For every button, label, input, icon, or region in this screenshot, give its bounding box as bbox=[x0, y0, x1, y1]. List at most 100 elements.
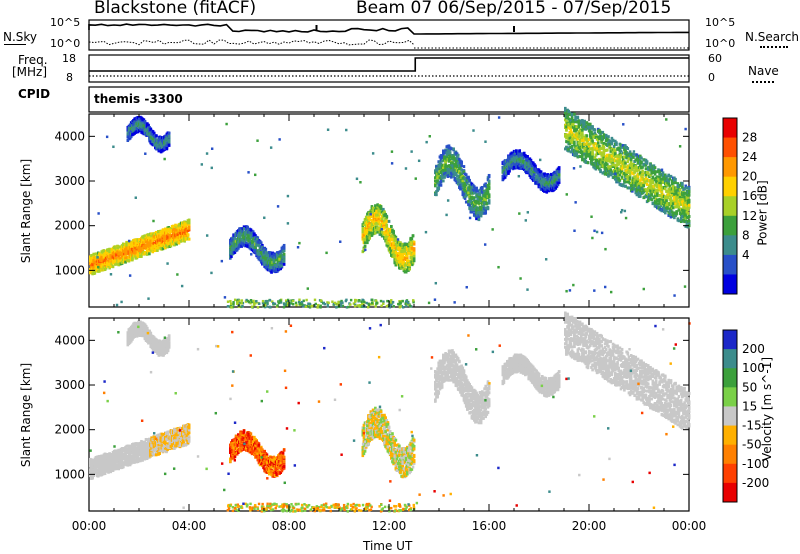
power-cell bbox=[478, 192, 482, 196]
power-cell bbox=[372, 206, 376, 210]
power-cell bbox=[589, 155, 592, 159]
nsky-line bbox=[88, 23, 689, 35]
power-cell bbox=[564, 133, 567, 137]
power-cell bbox=[237, 246, 240, 250]
power-cell bbox=[361, 229, 365, 233]
power-cell bbox=[149, 128, 153, 132]
power-cell bbox=[386, 244, 390, 248]
power-cell bbox=[573, 112, 576, 116]
power-cell bbox=[231, 249, 234, 253]
power-cell bbox=[166, 237, 169, 241]
power-cell bbox=[116, 248, 119, 252]
power-cell bbox=[593, 128, 597, 132]
power-cell bbox=[282, 259, 286, 263]
power-cell bbox=[567, 109, 571, 113]
power-cell bbox=[543, 189, 546, 193]
power-cell bbox=[600, 146, 603, 150]
power-cell bbox=[367, 216, 370, 220]
power-cell bbox=[454, 163, 458, 167]
power-cell bbox=[380, 219, 384, 223]
power-cell bbox=[484, 182, 488, 186]
power-cell bbox=[487, 182, 491, 186]
power-cell bbox=[174, 223, 177, 227]
power-cell bbox=[379, 206, 383, 210]
power-cell bbox=[374, 228, 377, 232]
power-cell bbox=[555, 184, 559, 188]
power-cell bbox=[467, 191, 470, 195]
power-cell bbox=[479, 196, 483, 200]
power-cell bbox=[557, 173, 561, 177]
power-cell bbox=[486, 206, 490, 210]
power-cell bbox=[567, 122, 571, 126]
power-cell bbox=[507, 171, 510, 175]
power-cell bbox=[363, 241, 367, 245]
power-cell bbox=[487, 174, 491, 178]
power-cell bbox=[102, 260, 106, 264]
power-cell bbox=[364, 215, 368, 219]
nsky-trace bbox=[88, 23, 689, 49]
power-cell bbox=[442, 149, 445, 153]
power-cell bbox=[534, 167, 537, 171]
power-cell bbox=[583, 149, 586, 153]
power-cell bbox=[570, 146, 574, 150]
power-cell bbox=[380, 234, 384, 238]
power-cell bbox=[160, 231, 164, 235]
power-cell bbox=[594, 135, 598, 139]
power-cell bbox=[583, 120, 586, 124]
power-cell bbox=[531, 175, 535, 179]
power-cell bbox=[448, 151, 452, 155]
power-cell bbox=[380, 230, 384, 234]
power-cell bbox=[599, 132, 602, 136]
power-cell bbox=[565, 136, 568, 140]
freq-trace bbox=[89, 57, 689, 77]
power-cell bbox=[575, 128, 578, 132]
power-cell bbox=[362, 233, 366, 237]
power-cell bbox=[582, 145, 585, 149]
power-cell bbox=[487, 180, 491, 184]
power-cell bbox=[233, 250, 237, 254]
power-cell bbox=[187, 237, 191, 241]
power-cell bbox=[578, 155, 582, 159]
power-cell bbox=[582, 135, 585, 139]
power-cell bbox=[599, 170, 602, 174]
power-cell bbox=[606, 148, 609, 152]
power-cell bbox=[410, 237, 414, 241]
power-cell bbox=[395, 252, 399, 256]
power-cell bbox=[445, 151, 449, 155]
power-cell bbox=[554, 170, 558, 174]
power-cell bbox=[380, 217, 384, 221]
power-cell bbox=[254, 234, 257, 238]
power-cell bbox=[387, 232, 391, 236]
power-cell bbox=[154, 136, 157, 140]
power-cell bbox=[149, 239, 152, 243]
power-cell bbox=[100, 259, 103, 263]
power-cell bbox=[470, 210, 474, 214]
freq-panel-frame bbox=[88, 54, 690, 83]
power-cell bbox=[455, 174, 459, 178]
power-cell bbox=[583, 121, 586, 125]
power-cell bbox=[393, 244, 397, 248]
power-cell bbox=[103, 254, 107, 258]
power-cell bbox=[584, 146, 588, 150]
power-cell bbox=[439, 183, 443, 187]
power-cell bbox=[394, 263, 398, 267]
power-cell bbox=[161, 240, 165, 244]
power-cell bbox=[568, 113, 572, 117]
power-cell bbox=[363, 244, 367, 248]
power-cell bbox=[479, 199, 483, 203]
power-cell bbox=[238, 235, 241, 239]
power-cell bbox=[92, 254, 96, 258]
power-cell bbox=[93, 271, 97, 275]
power-cell bbox=[451, 164, 454, 168]
power-cell bbox=[408, 262, 411, 266]
power-cell bbox=[452, 154, 455, 158]
power-cell bbox=[606, 136, 609, 140]
power-cell bbox=[385, 223, 389, 227]
power-cell bbox=[529, 158, 533, 162]
power-cell bbox=[574, 115, 577, 119]
power-cell bbox=[546, 173, 550, 177]
power-cell bbox=[366, 234, 369, 238]
power-cell bbox=[240, 233, 244, 237]
cpid-panel-frame bbox=[88, 86, 690, 113]
